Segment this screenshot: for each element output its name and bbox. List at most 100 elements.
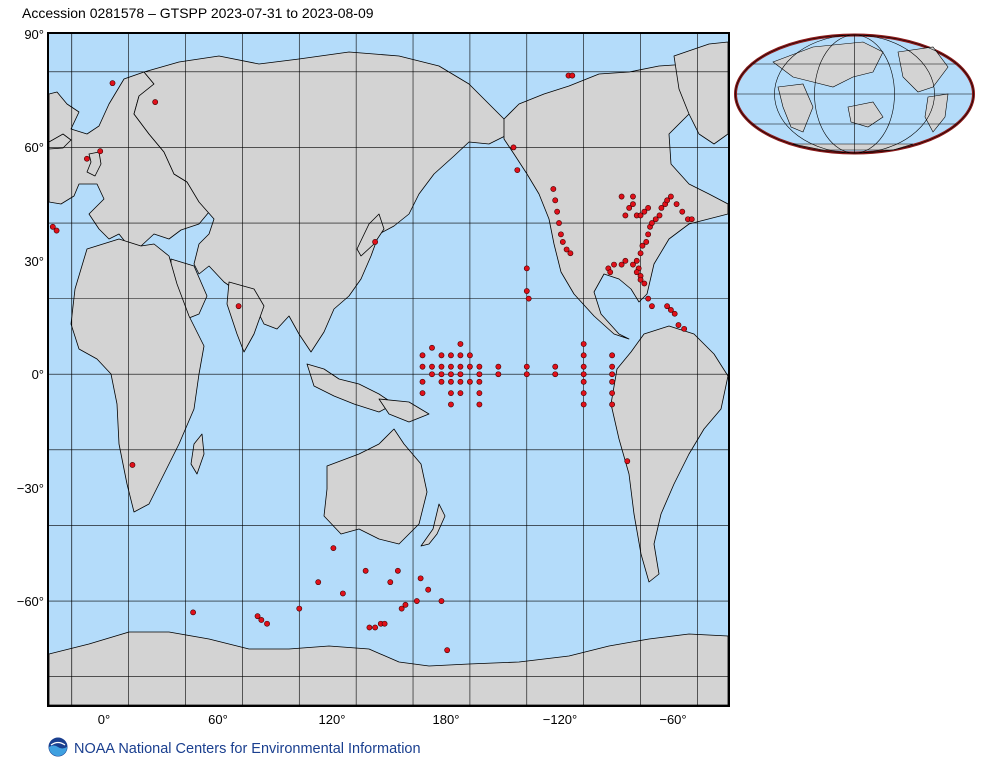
observation-point <box>330 545 337 552</box>
observation-point <box>254 613 261 620</box>
observation-point <box>664 303 670 310</box>
observation-point <box>645 231 652 238</box>
observation-point <box>372 239 379 245</box>
observation-point <box>618 261 625 268</box>
greenland <box>673 41 728 145</box>
observation-point <box>510 144 517 151</box>
world-map[interactable] <box>47 32 730 707</box>
observation-point <box>438 363 445 370</box>
madagascar <box>190 433 205 475</box>
observation-point <box>552 197 559 204</box>
observation-point <box>495 363 502 370</box>
observation-point <box>630 261 636 268</box>
observation-point <box>523 265 530 272</box>
observation-point <box>580 352 587 359</box>
observation-point <box>381 620 388 627</box>
observation-point <box>438 352 445 359</box>
south-america-landmass <box>610 325 728 583</box>
observation-point <box>84 155 90 162</box>
observation-point <box>637 276 644 283</box>
observation-point <box>649 220 655 226</box>
observation-point <box>387 579 394 586</box>
observation-point <box>362 567 369 574</box>
observation-point <box>580 378 587 385</box>
noaa-logo-icon <box>48 737 68 762</box>
observation-point <box>476 371 483 378</box>
observation-point <box>622 257 629 264</box>
map-title: Accession 0281578 – GTSPP 2023-07-31 to … <box>22 5 374 21</box>
new-guinea <box>378 398 430 423</box>
observation-point <box>457 390 464 397</box>
indian-subcontinent <box>226 281 265 353</box>
observation-point <box>580 371 587 378</box>
antarctica-landmass <box>49 631 728 705</box>
observation-point <box>656 212 663 219</box>
observation-point <box>622 212 629 219</box>
observation-point <box>558 231 564 238</box>
observation-point <box>419 390 426 397</box>
observation-point <box>438 598 445 604</box>
observation-point <box>580 390 587 397</box>
observation-point <box>467 352 473 359</box>
observation-point <box>429 371 435 378</box>
observation-point <box>476 401 483 408</box>
observation-point <box>569 72 576 79</box>
observations-layer <box>49 72 695 654</box>
observation-point <box>417 575 424 582</box>
observation-point <box>425 586 432 593</box>
observation-point <box>652 216 659 223</box>
observation-point <box>476 363 483 370</box>
observation-point <box>264 620 270 627</box>
observation-point <box>448 401 454 408</box>
observation-point <box>559 239 566 245</box>
observation-point <box>394 567 401 574</box>
observation-point <box>618 193 625 200</box>
observation-point <box>448 378 454 385</box>
globe-inset-map <box>733 32 976 156</box>
southeast-asia <box>306 363 395 413</box>
observation-point <box>552 371 559 378</box>
observation-point <box>563 246 570 253</box>
lon-label-180: 180° <box>432 712 460 727</box>
observation-point <box>514 167 521 173</box>
observation-point <box>152 99 159 105</box>
observation-point <box>476 378 483 385</box>
observation-point <box>637 212 644 219</box>
observation-point <box>438 371 445 378</box>
observation-point <box>235 303 242 310</box>
lat-label-60: 60° <box>24 140 44 155</box>
observation-point <box>457 378 464 385</box>
asia-landmass <box>133 51 510 353</box>
observation-point <box>429 363 435 370</box>
observation-point <box>315 579 322 586</box>
observation-point <box>675 322 682 328</box>
observation-point <box>476 390 483 397</box>
observation-point <box>523 363 530 370</box>
observation-point <box>258 617 265 623</box>
observation-point <box>552 363 559 370</box>
observation-point <box>556 220 562 226</box>
lon-label-120: 120° <box>318 712 346 727</box>
observation-point <box>419 352 426 359</box>
iceland <box>49 133 72 150</box>
observation-point <box>419 363 426 370</box>
observation-point <box>645 295 652 302</box>
observation-point <box>296 605 303 612</box>
observation-point <box>49 223 56 230</box>
map-canvas <box>49 34 728 705</box>
observation-point <box>580 401 587 408</box>
observation-point <box>550 186 557 192</box>
observation-point <box>626 204 633 211</box>
observation-point <box>639 242 646 249</box>
observation-point <box>448 352 454 359</box>
observation-point <box>467 378 473 385</box>
lat-label-0: 0° <box>31 367 44 382</box>
observation-point <box>609 371 616 378</box>
observation-point <box>444 647 451 654</box>
observation-point <box>97 148 104 155</box>
observation-point <box>525 295 532 302</box>
observation-point <box>609 363 616 370</box>
observation-point <box>609 401 616 408</box>
observation-point <box>673 201 680 208</box>
graticule <box>49 34 728 705</box>
